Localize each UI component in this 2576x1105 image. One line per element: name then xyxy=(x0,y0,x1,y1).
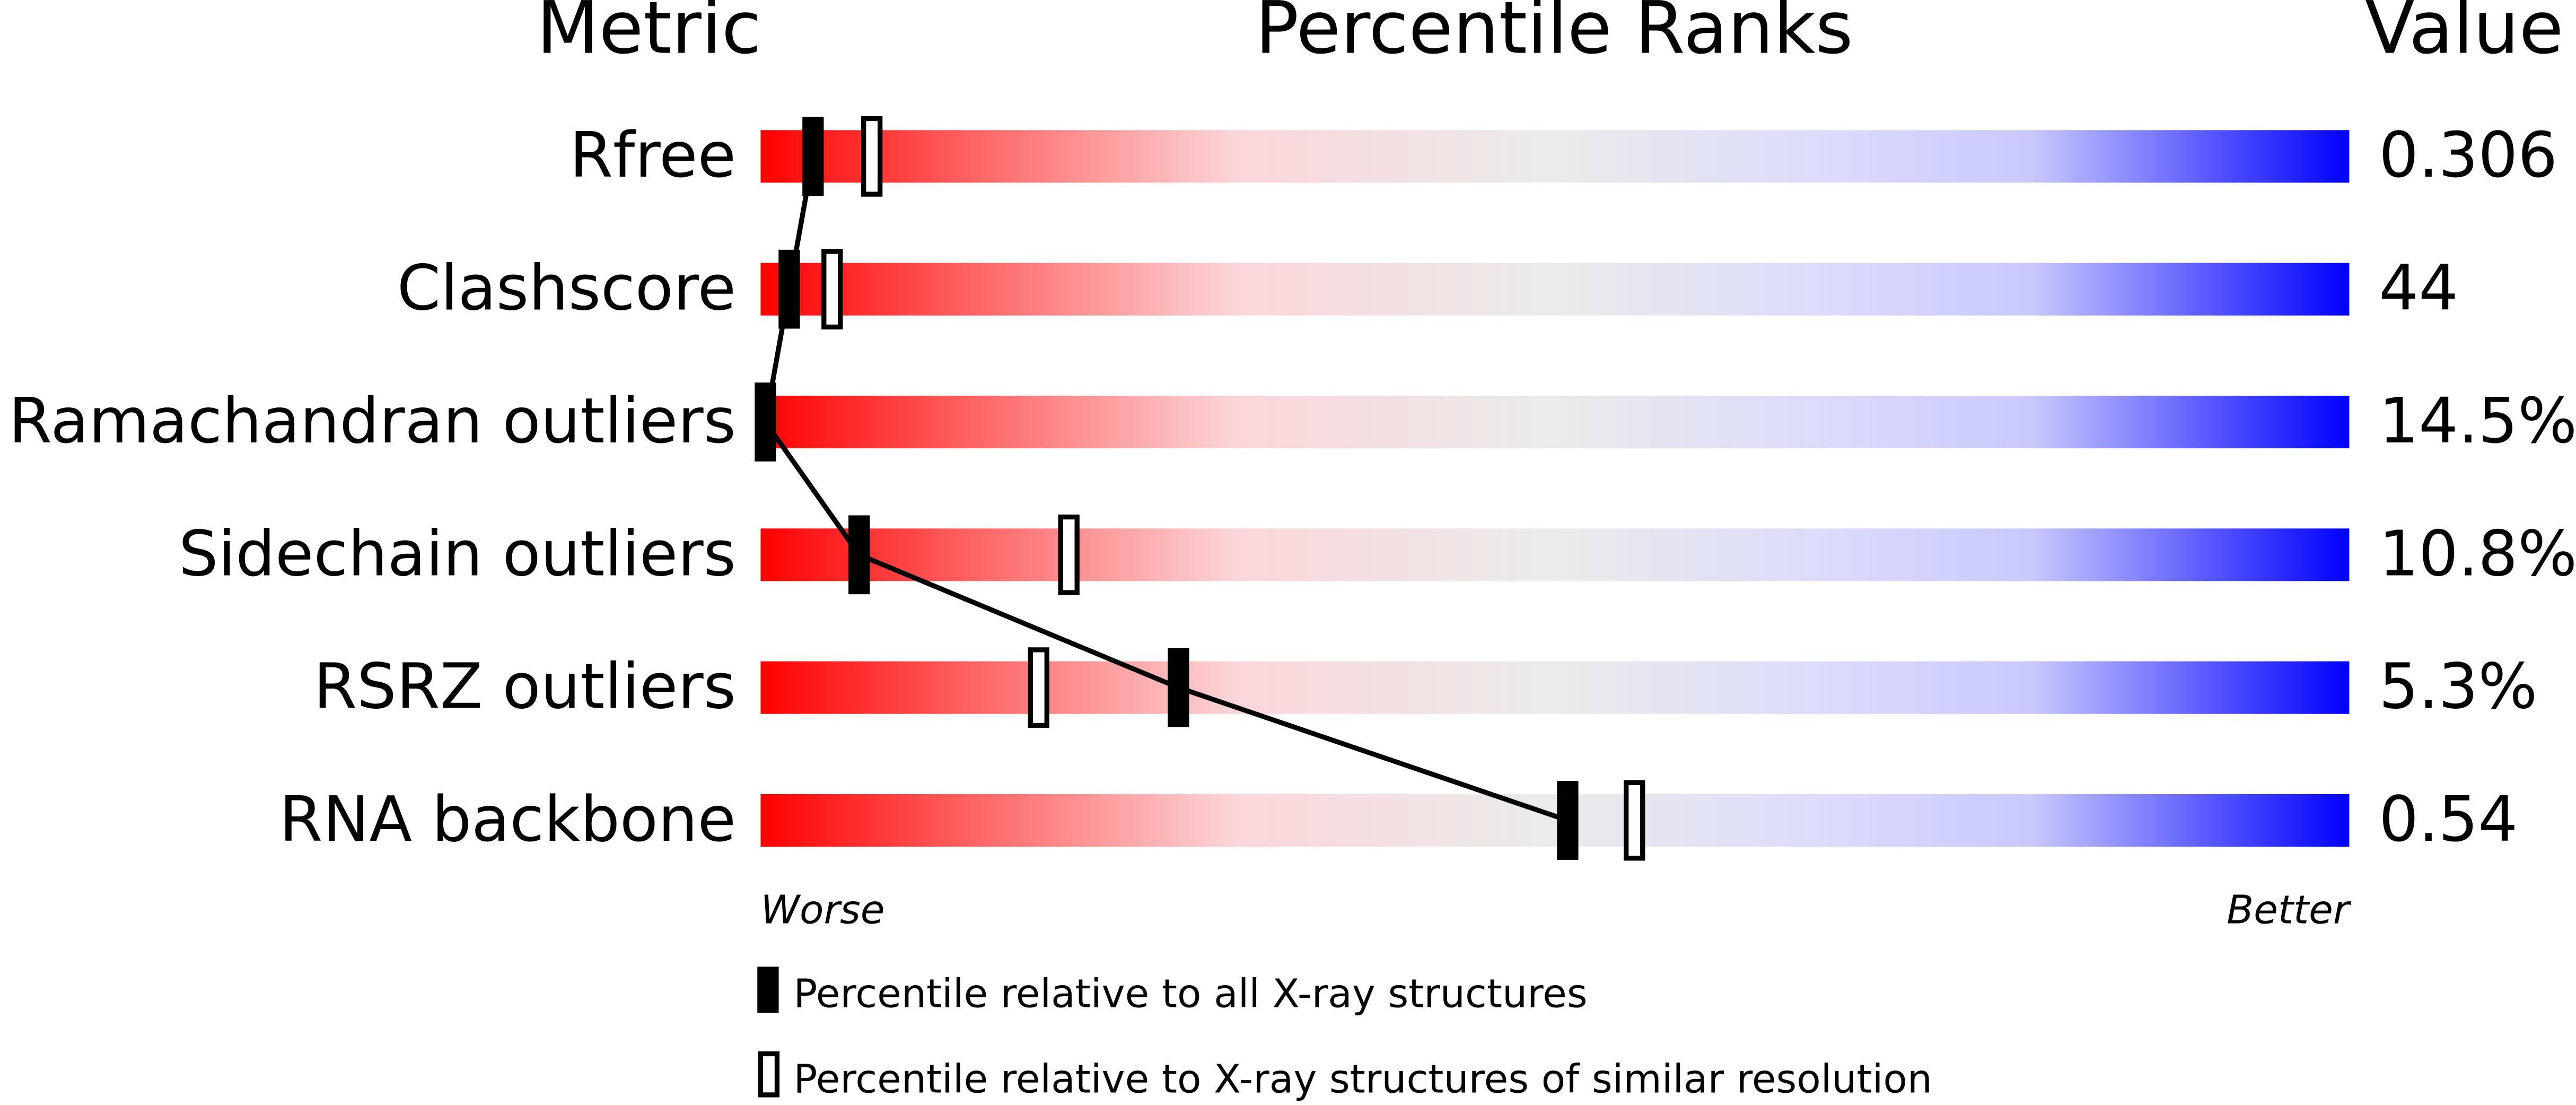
legend-label: Percentile relative to X-ray structures … xyxy=(793,1056,1932,1102)
better-label: Better xyxy=(2227,887,2352,933)
percentile-line xyxy=(763,156,1569,823)
metric-header: Metric xyxy=(537,0,761,71)
metric-label: Ramachandran outliers xyxy=(8,385,736,457)
metric-value: 0.54 xyxy=(2379,783,2518,856)
all-structures-marker xyxy=(755,382,776,462)
percentile-bar xyxy=(760,528,2350,581)
percentile-bar xyxy=(760,661,2350,714)
all-structures-marker xyxy=(1557,781,1579,860)
legend-label: Percentile relative to all X-ray structu… xyxy=(793,971,1587,1017)
percentile-bar xyxy=(760,130,2350,183)
percentile-header: Percentile Ranks xyxy=(1255,0,1853,71)
metric-label: RNA backbone xyxy=(279,783,736,856)
metric-value: 0.306 xyxy=(2379,119,2557,192)
all-structures-marker xyxy=(1168,648,1189,727)
legend-swatch-filled xyxy=(757,967,779,1013)
metric-value: 10.8% xyxy=(2379,517,2576,590)
all-structures-marker xyxy=(802,117,824,196)
percentile-bar xyxy=(760,395,2350,449)
metric-label: RSRZ outliers xyxy=(313,650,736,723)
similar-resolution-marker xyxy=(1028,647,1049,728)
metric-value: 5.3% xyxy=(2379,650,2537,723)
worse-label: Worse xyxy=(760,887,884,933)
similar-resolution-marker xyxy=(1624,780,1645,861)
all-structures-marker xyxy=(778,249,800,329)
metric-label: Clashscore xyxy=(397,252,736,325)
metric-label: Rfree xyxy=(569,119,736,192)
similar-resolution-marker xyxy=(861,116,883,197)
percentile-bar xyxy=(760,263,2350,316)
metric-label: Sidechain outliers xyxy=(179,517,736,590)
similar-resolution-marker xyxy=(821,249,843,330)
percentile-bar xyxy=(760,794,2350,847)
legend-swatch-open xyxy=(758,1051,780,1098)
similar-resolution-marker xyxy=(1058,514,1080,595)
value-header: Value xyxy=(2365,0,2563,71)
all-structures-marker xyxy=(848,515,870,595)
metric-value: 44 xyxy=(2379,252,2458,325)
metric-value: 14.5% xyxy=(2379,385,2576,457)
